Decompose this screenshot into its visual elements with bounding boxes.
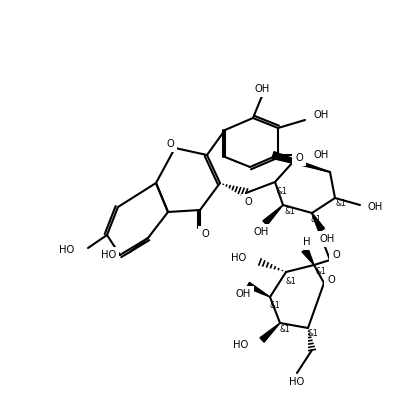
Text: OH: OH — [253, 227, 269, 237]
Text: O: O — [201, 229, 209, 239]
Text: OH: OH — [313, 150, 328, 160]
Text: OH: OH — [235, 289, 250, 299]
Text: H: H — [303, 237, 311, 247]
Text: &1: &1 — [280, 324, 290, 333]
Text: &1: &1 — [276, 186, 288, 196]
Text: OH: OH — [368, 202, 383, 212]
Text: OH: OH — [313, 110, 328, 120]
Text: &1: &1 — [308, 330, 318, 339]
Polygon shape — [302, 248, 314, 265]
Text: &1: &1 — [316, 266, 326, 275]
Text: &1: &1 — [336, 200, 346, 209]
Text: HO: HO — [59, 245, 74, 255]
Text: &1: &1 — [286, 277, 296, 286]
Text: HO: HO — [233, 340, 248, 350]
Text: &1: &1 — [285, 207, 295, 215]
Polygon shape — [312, 213, 325, 232]
Text: &1: &1 — [270, 301, 280, 311]
Text: O: O — [295, 153, 303, 163]
Polygon shape — [246, 282, 270, 297]
Text: HO: HO — [290, 377, 305, 387]
Polygon shape — [260, 323, 280, 342]
Text: O: O — [332, 250, 340, 260]
Text: HO: HO — [101, 250, 116, 260]
Text: HO: HO — [231, 253, 246, 263]
Text: O: O — [244, 197, 252, 207]
Text: OH: OH — [320, 234, 335, 244]
Text: OH: OH — [254, 84, 270, 94]
Text: &1: &1 — [310, 215, 322, 224]
Polygon shape — [263, 205, 283, 225]
Text: O: O — [166, 139, 174, 149]
Text: O: O — [327, 275, 335, 285]
Polygon shape — [272, 151, 330, 172]
